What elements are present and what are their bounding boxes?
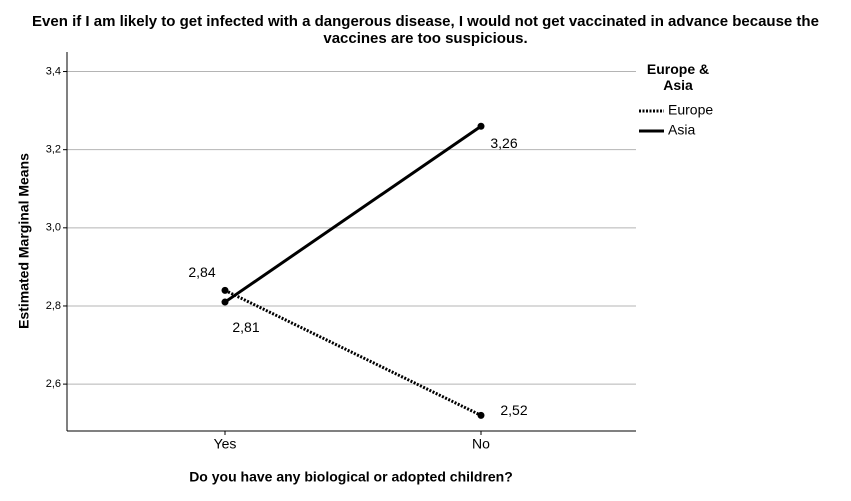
legend-label: Asia: [668, 122, 695, 138]
y-tick-label: 3,4: [46, 65, 61, 77]
x-axis-label: Do you have any biological or adopted ch…: [189, 469, 513, 485]
data-label: 2,81: [232, 319, 259, 335]
data-label: 2,84: [188, 264, 215, 280]
x-tick-label: No: [472, 436, 490, 452]
y-tick-label: 2,8: [46, 300, 61, 312]
data-label: 3,26: [490, 135, 517, 151]
data-point: [221, 298, 229, 306]
y-tick-label: 3,2: [46, 144, 61, 156]
y-tick-label: 2,6: [46, 378, 61, 390]
data-point: [477, 411, 485, 419]
data-label: 2,52: [500, 402, 527, 418]
x-tick-label: Yes: [214, 436, 237, 452]
legend-label: Europe: [668, 102, 713, 118]
data-point: [221, 286, 229, 294]
chart-title: Even if I am likely to get infected with…: [32, 13, 819, 47]
legend-title: Europe & Asia: [646, 61, 710, 93]
series-line: [224, 125, 482, 304]
y-axis-label: Estimated Marginal Means: [16, 153, 32, 329]
y-tick-label: 3,0: [46, 222, 61, 234]
series-line: [224, 288, 482, 417]
data-point: [477, 122, 485, 130]
